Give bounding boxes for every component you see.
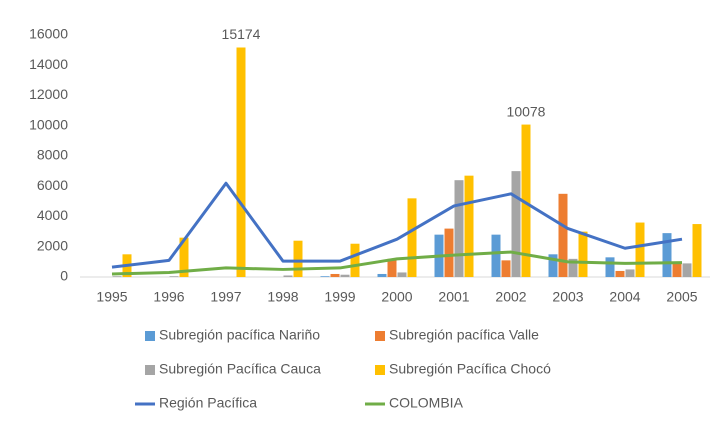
legend-swatch — [375, 331, 385, 341]
bar — [320, 276, 330, 277]
bar — [169, 276, 179, 277]
x-tick-label: 2002 — [495, 289, 526, 305]
legend-label: Región Pacífica — [159, 395, 257, 411]
bar — [387, 258, 397, 277]
bar — [558, 193, 568, 277]
legend-label: Subregión pacífica Nariño — [159, 327, 320, 343]
x-tick-label: 1999 — [324, 289, 355, 305]
legend-label: Subregión Pacífica Chocó — [389, 361, 551, 377]
legend-swatch — [145, 331, 155, 341]
y-tick-label: 10000 — [29, 116, 68, 132]
x-tick-label: 2004 — [609, 289, 640, 305]
y-tick-label: 14000 — [29, 56, 68, 72]
line — [111, 250, 683, 276]
bar — [672, 261, 682, 277]
x-tick-label: 2005 — [666, 289, 697, 305]
legend-label: COLOMBIA — [389, 395, 464, 411]
bar — [511, 171, 521, 277]
bar — [293, 240, 303, 277]
x-tick-label: 1998 — [267, 289, 298, 305]
legend-swatch — [145, 365, 155, 375]
bar — [340, 274, 350, 277]
bar — [682, 263, 692, 277]
bar — [501, 260, 511, 277]
bar — [350, 243, 360, 277]
bar — [605, 257, 615, 277]
legend-label: Subregión Pacífica Cauca — [159, 361, 321, 377]
bar — [236, 47, 246, 277]
bar — [330, 273, 340, 277]
bar — [578, 231, 588, 277]
bar — [625, 269, 635, 277]
y-tick-label: 8000 — [37, 147, 68, 163]
legend-label: Subregión pacífica Valle — [389, 327, 539, 343]
bar — [662, 233, 672, 277]
x-tick-label: 1996 — [153, 289, 184, 305]
legend-swatch — [375, 365, 385, 375]
bar — [615, 270, 625, 277]
y-tick-label: 4000 — [37, 207, 68, 223]
bar — [407, 198, 417, 277]
bar — [179, 237, 189, 277]
data-label: 15174 — [222, 26, 261, 42]
x-tick-label: 2003 — [552, 289, 583, 305]
bar — [397, 272, 407, 277]
line — [111, 181, 683, 269]
bar — [692, 224, 702, 277]
bar — [568, 258, 578, 277]
y-tick-label: 16000 — [29, 26, 68, 42]
bar — [491, 234, 501, 277]
y-tick-label: 2000 — [37, 237, 68, 253]
bar — [454, 180, 464, 277]
x-tick-label: 2000 — [381, 289, 412, 305]
bar — [635, 222, 645, 277]
bar — [112, 276, 122, 277]
bar — [521, 124, 531, 277]
x-tick-label: 2001 — [438, 289, 469, 305]
bar — [377, 273, 387, 277]
y-tick-label: 0 — [60, 268, 68, 284]
data-label: 10078 — [507, 103, 546, 119]
bar — [283, 275, 293, 277]
bar — [548, 254, 558, 277]
bar — [444, 228, 454, 277]
y-tick-label: 6000 — [37, 177, 68, 193]
bar — [464, 175, 474, 277]
y-tick-label: 12000 — [29, 86, 68, 102]
x-tick-label: 1997 — [210, 289, 241, 305]
x-tick-label: 1995 — [96, 289, 127, 305]
